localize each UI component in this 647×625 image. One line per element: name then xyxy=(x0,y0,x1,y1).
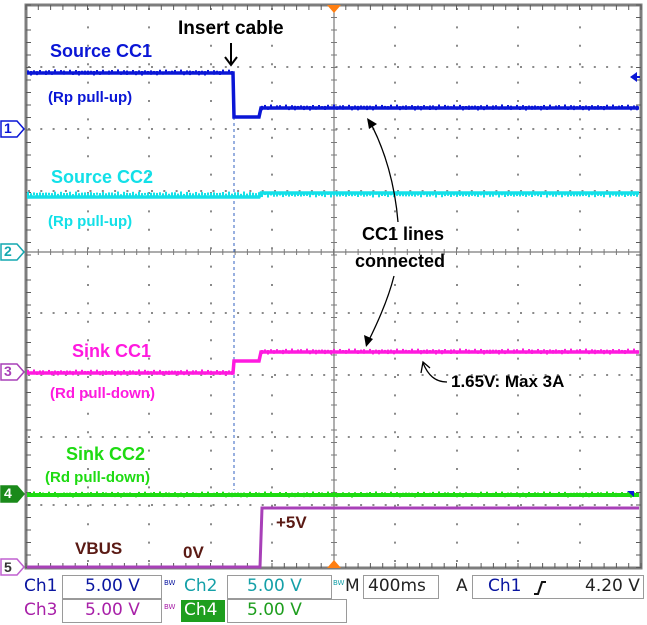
vbus-low-label: 0V xyxy=(183,543,204,562)
ch4-bw-icon: BW xyxy=(164,603,176,611)
ch4-label-bg xyxy=(181,600,225,622)
timebase-box[interactable] xyxy=(363,575,439,599)
ch2-scale: 5.00 V xyxy=(247,576,302,596)
vbus-high-label: +5V xyxy=(276,513,307,532)
level-note-label: 1.65V: Max 3A xyxy=(451,372,565,391)
timebase-bw-icon: BW xyxy=(333,579,345,587)
trigger-level-icon xyxy=(630,72,640,82)
level-note-arrow xyxy=(420,360,448,383)
ch2-bw-icon: BW xyxy=(164,579,176,587)
source-cc1-label: Source CC1 xyxy=(50,41,153,61)
timebase-value: 400ms xyxy=(368,576,426,596)
channel-5-marker[interactable] xyxy=(0,558,25,576)
cc1-lines-label: CC1 lines xyxy=(362,224,445,244)
source-cc2-label: Source CC2 xyxy=(51,167,154,187)
sink-cc2-sub-label: (Rd pull-down) xyxy=(45,469,150,486)
ch1-label: Ch1 xyxy=(24,576,58,596)
sink-cc1-label: Sink CC1 xyxy=(72,341,152,361)
channel-1-marker[interactable] xyxy=(0,120,25,138)
ch3-scale: 5.00 V xyxy=(85,600,140,620)
channel-4-marker[interactable] xyxy=(0,485,25,503)
trigger-position-top-icon xyxy=(327,5,341,13)
channel-4-number: 4 xyxy=(4,485,12,501)
vbus-label: VBUS xyxy=(75,539,123,558)
timebase-label: M xyxy=(345,576,360,596)
rising-edge-icon xyxy=(534,581,546,595)
trace-vbus xyxy=(27,506,639,569)
channel-3-marker[interactable] xyxy=(0,363,25,381)
trigger-source: Ch1 xyxy=(488,576,522,596)
trigger-level: 4.20 V xyxy=(585,576,640,596)
source-cc1-sub-label: (Rp pull-up) xyxy=(48,89,133,106)
trigger-position-bottom-icon xyxy=(327,560,341,568)
ch4-scale-box[interactable] xyxy=(227,599,347,623)
trigger-mode: A xyxy=(456,576,468,596)
sink-cc1-sub-label: (Rd pull-down) xyxy=(50,385,155,402)
vertical-grid xyxy=(87,8,581,566)
channel-3-number: 3 xyxy=(4,363,12,379)
cc1-connected-label: connected xyxy=(355,251,446,271)
ch3-scale-box[interactable] xyxy=(62,599,162,623)
ch4-end-marker-icon xyxy=(627,491,634,497)
ch1-scale: 5.00 V xyxy=(85,576,140,596)
channel-2-marker[interactable] xyxy=(0,243,25,261)
ch4-scale: 5.00 V xyxy=(247,600,302,620)
cc1-connected-arrow-down xyxy=(364,275,395,347)
cc1-connected-arrow-up xyxy=(367,118,399,223)
ch2-label: Ch2 xyxy=(184,576,218,596)
channel-1-number: 1 xyxy=(4,120,12,136)
trigger-box[interactable] xyxy=(472,575,644,599)
source-cc2-sub-label: (Rp pull-up) xyxy=(48,213,133,230)
ch1-scale-box[interactable] xyxy=(62,575,162,599)
channel-2-number: 2 xyxy=(4,243,12,259)
ch2-scale-box[interactable] xyxy=(227,575,332,599)
insert-cable-arrow xyxy=(224,43,238,67)
channel-5-number: 5 xyxy=(4,559,12,575)
insert-cable-label: Insert cable xyxy=(178,18,284,39)
ch4-label: Ch4 xyxy=(184,600,218,620)
ch3-label: Ch3 xyxy=(24,600,58,620)
sink-cc2-label: Sink CC2 xyxy=(66,444,146,464)
